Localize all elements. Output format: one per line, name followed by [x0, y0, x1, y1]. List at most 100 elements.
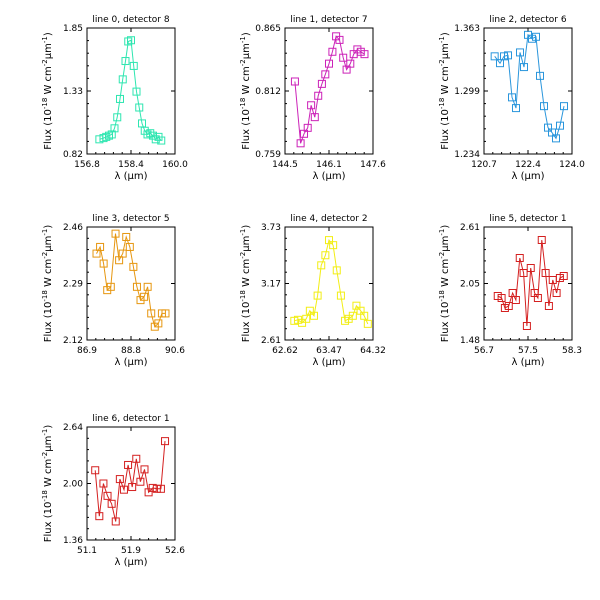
x-axis-label: λ (μm) — [511, 357, 544, 368]
data-point — [332, 266, 341, 275]
data-point — [296, 139, 305, 148]
x-tick-label: 57.5 — [518, 346, 538, 356]
y-tick-label: 1.36 — [63, 536, 83, 546]
x-tick-label: 52.6 — [165, 546, 185, 556]
data-point — [107, 130, 116, 139]
data-point — [106, 282, 115, 291]
data-point — [556, 121, 564, 130]
data-point — [352, 301, 361, 310]
panel-6: line 6, detector 1 51.1 51.9 52.6 1.36 2.00 2.… — [41, 414, 185, 568]
y-tick-label: 1.234 — [454, 150, 480, 160]
x-tick-label: 160.0 — [162, 160, 188, 170]
panel-2: line 2, detector 6 120.7 122.4 124.0 1.234 1.… — [438, 15, 585, 182]
data-point — [132, 282, 141, 291]
x-tick-label: 88.8 — [121, 346, 141, 356]
x-tick-label: 56.7 — [474, 346, 494, 356]
x-axis-label: λ (μm) — [312, 357, 345, 368]
data-point — [317, 261, 326, 270]
data-point — [115, 475, 124, 484]
series-line — [94, 441, 166, 522]
data-point — [113, 113, 122, 122]
panel-title: line 5, detector 1 — [489, 214, 566, 224]
data-point — [290, 77, 299, 86]
data-point — [516, 48, 524, 57]
data-point — [118, 75, 127, 84]
x-tick-label: 122.4 — [515, 160, 541, 170]
data-point — [544, 302, 553, 310]
data-point — [161, 309, 170, 318]
panel-title: line 1, detector 7 — [290, 15, 367, 25]
data-point — [122, 232, 131, 241]
x-axis-label: λ (μm) — [114, 357, 147, 368]
x-tick-label: 146.1 — [316, 160, 342, 170]
data-point — [135, 103, 144, 112]
y-tick-label: 0.865 — [255, 24, 281, 34]
x-tick-label: 58.3 — [562, 346, 582, 356]
y-axis-label: Flux (10-18 W cm-2μm-1) — [41, 225, 54, 343]
data-point — [102, 132, 111, 141]
data-point — [532, 32, 540, 41]
x-tick-label: 147.6 — [360, 160, 386, 170]
y-tick-label: 2.61 — [261, 336, 281, 346]
data-point — [552, 134, 560, 143]
data-point — [127, 36, 135, 45]
data-point — [314, 91, 323, 100]
data-point — [116, 94, 124, 103]
x-tick-label: 51.1 — [77, 546, 97, 556]
panel-title: line 0, detector 8 — [92, 15, 169, 25]
panel-5: line 5, detector 1 56.7 57.5 58.3 1.48 2.05 2.… — [438, 214, 582, 368]
x-tick-label: 124.0 — [559, 160, 585, 170]
x-tick-label: 158.4 — [118, 160, 144, 170]
data-point — [490, 52, 499, 61]
x-tick-label: 120.7 — [471, 160, 497, 170]
data-point — [526, 264, 535, 272]
data-point — [504, 51, 512, 60]
panel-title: line 4, detector 2 — [290, 214, 367, 224]
y-axis-label: Flux (10-18 W cm-2μm-1) — [438, 225, 451, 343]
y-tick-label: 2.64 — [63, 423, 83, 433]
data-point — [536, 71, 544, 80]
data-point — [321, 251, 330, 260]
data-point — [552, 289, 561, 297]
data-point — [313, 291, 322, 300]
data-point — [305, 306, 314, 315]
data-point — [309, 311, 318, 320]
data-point — [541, 269, 550, 277]
data-point — [504, 302, 513, 310]
y-axis-label: Flux (10-18 W cm-2μm-1) — [239, 32, 252, 150]
data-point — [348, 311, 357, 320]
data-point — [110, 124, 119, 133]
data-point — [103, 491, 112, 500]
data-point — [128, 483, 137, 492]
y-tick-label: 1.363 — [454, 24, 480, 34]
data-point — [111, 517, 120, 526]
data-point — [143, 130, 152, 139]
data-point — [124, 460, 133, 469]
data-point — [99, 479, 108, 488]
data-point — [140, 292, 149, 301]
data-point — [125, 242, 134, 251]
data-point — [144, 488, 153, 497]
y-tick-label: 2.00 — [63, 480, 83, 490]
data-point — [132, 454, 141, 463]
data-point — [121, 57, 130, 66]
data-point — [298, 318, 307, 327]
data-point — [111, 229, 120, 238]
data-point — [96, 242, 105, 251]
panel-title: line 3, detector 5 — [92, 214, 169, 224]
data-point — [132, 87, 141, 96]
x-axis-label: λ (μm) — [511, 171, 544, 182]
data-point — [515, 254, 524, 262]
data-point — [107, 499, 116, 508]
x-tick-label: 90.6 — [165, 346, 185, 356]
series-line — [99, 39, 162, 141]
y-tick-label: 1.85 — [63, 24, 83, 34]
y-tick-label: 2.61 — [460, 223, 480, 233]
data-point — [346, 59, 355, 68]
series-line — [96, 233, 166, 328]
x-axis-label: λ (μm) — [114, 557, 147, 568]
panel-title: line 2, detector 6 — [489, 15, 566, 25]
data-point — [336, 291, 345, 300]
y-tick-label: 3.17 — [261, 280, 281, 290]
